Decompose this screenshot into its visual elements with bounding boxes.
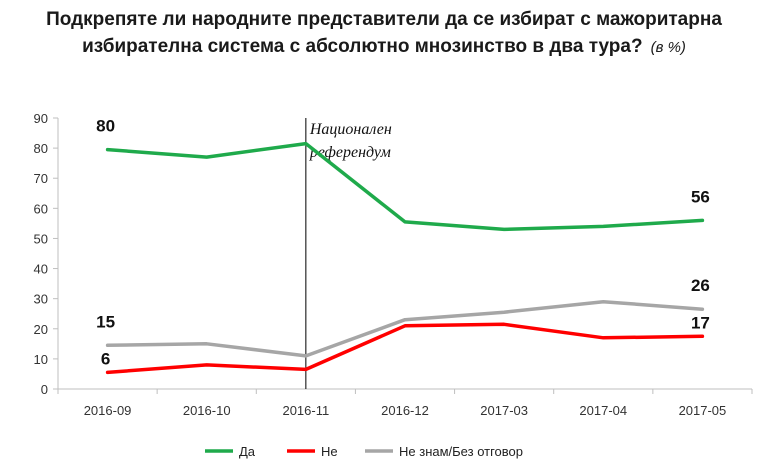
referendum-annotation: Национален референдум [305,118,392,389]
legend-label: Да [239,444,256,459]
annotation-text: Национален [309,121,392,138]
data-label: 17 [691,313,710,332]
data-labels: 80 56 15 6 26 17 [96,117,710,369]
y-tick-label: 40 [34,262,48,277]
legend-label: Не знам/Без отговор [399,444,523,459]
data-label: 15 [96,312,115,331]
x-tick-label: 2016-10 [183,403,231,418]
y-tick-label: 60 [34,201,48,216]
data-label: 26 [691,276,710,295]
x-tick-label: 2017-05 [679,403,727,418]
y-tick-label: 0 [41,382,48,397]
chart-unit-note: (в %) [650,39,686,56]
x-tick-label: 2016-12 [381,403,429,418]
y-tick-label: 10 [34,352,48,367]
legend: Да Не Не знам/Без отговор [205,444,523,459]
y-tick-label: 50 [34,231,48,246]
x-tick-label: 2016-11 [282,403,329,418]
series-lines [105,141,705,375]
data-label: 80 [96,117,115,136]
y-tick-label: 30 [34,292,48,307]
x-axis: 2016-09 2016-10 2016-11 2016-12 2017-03 2017-… [57,388,753,418]
y-tick-label: 90 [34,111,48,126]
chart-title: Подкрепяте ли народните представители да… [0,6,768,61]
data-label: 6 [101,349,110,368]
data-label: 56 [691,187,710,206]
y-tick-label: 20 [34,322,48,337]
series-line [105,141,705,232]
chart-title-text: Подкрепяте ли народните представители да… [46,9,722,57]
x-tick-label: 2017-04 [579,403,627,418]
y-tick-label: 70 [34,171,48,186]
series-line [105,299,705,358]
y-axis: 0 10 20 30 40 50 60 70 80 90 [34,111,59,397]
series-line [105,322,705,375]
annotation-text: референдум [309,144,391,161]
y-tick-label: 80 [34,141,48,156]
legend-label: Не [321,444,338,459]
x-tick-label: 2016-09 [84,403,132,418]
x-tick-label: 2017-03 [480,403,528,418]
